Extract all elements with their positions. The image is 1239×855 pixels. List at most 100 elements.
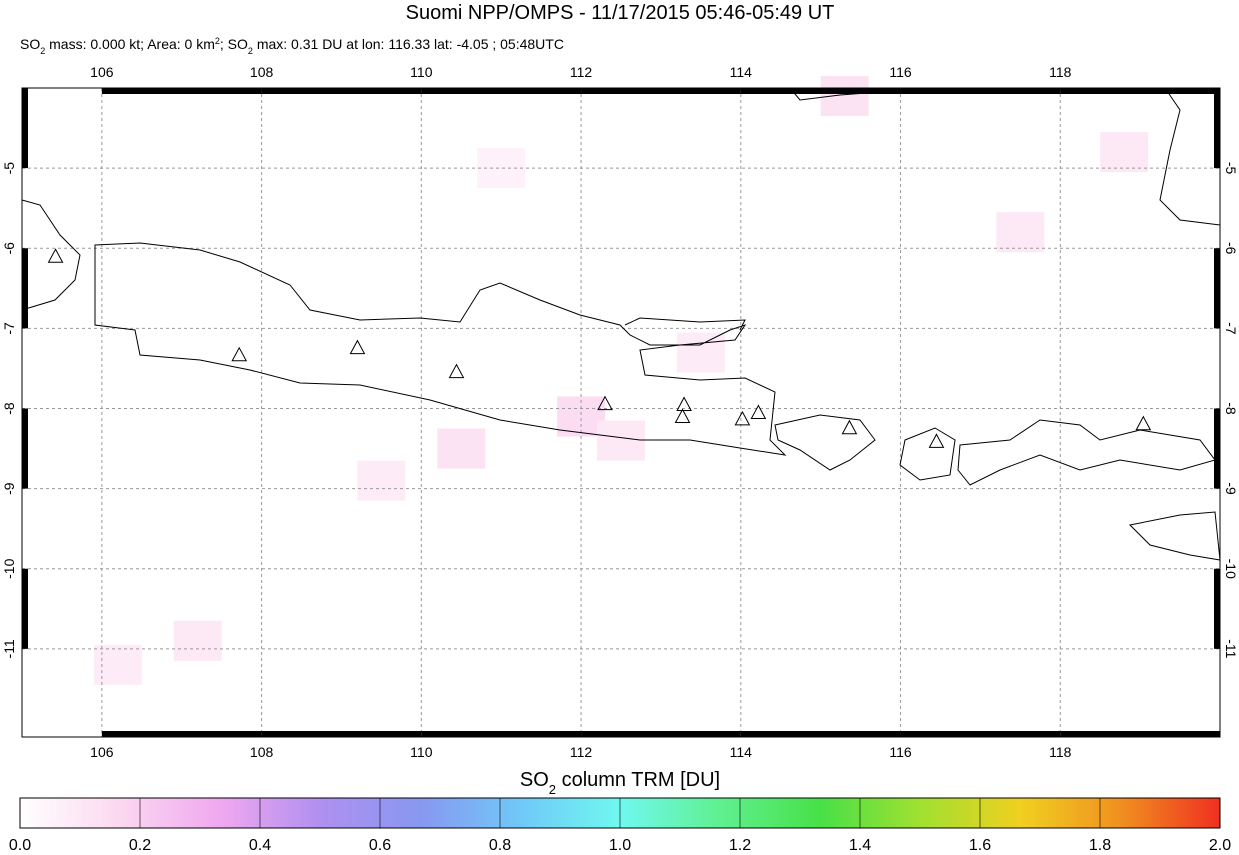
frame-bar xyxy=(581,731,741,737)
so2-cell xyxy=(1100,132,1149,173)
colorbar-tick-label: 1.2 xyxy=(729,837,751,854)
colorbar-tick-label: 1.8 xyxy=(1089,837,1111,854)
frame-bar xyxy=(261,731,422,737)
subtitle-sup: 2 xyxy=(215,36,220,46)
colorbar-tick-label: 0.4 xyxy=(249,837,271,854)
so2-cell xyxy=(996,212,1045,253)
volcano xyxy=(674,408,691,424)
frame-bar xyxy=(22,568,28,649)
volcano xyxy=(734,410,751,426)
volcano xyxy=(676,396,692,411)
y-tick-label: -11 xyxy=(1223,639,1239,658)
coastlines xyxy=(21,87,1221,561)
so2-cell xyxy=(173,620,222,661)
frame-bar xyxy=(22,88,28,169)
so2-cell xyxy=(820,75,869,117)
frame-bar xyxy=(900,88,1061,94)
so2-cell xyxy=(437,428,486,469)
volcano xyxy=(47,248,64,263)
volcano xyxy=(1135,415,1152,431)
so2-cell xyxy=(93,644,142,685)
x-tick-label: 118 xyxy=(1049,744,1072,760)
x-tick-label: 108 xyxy=(250,64,274,80)
frame-bar xyxy=(421,731,582,737)
frame-bar xyxy=(1214,248,1220,329)
colorbar-label: SO2 column TRM [DU] xyxy=(520,769,720,797)
x-tick-label: 114 xyxy=(730,744,753,760)
volcano xyxy=(231,346,248,362)
frame-bar xyxy=(1214,88,1220,169)
frame-bar xyxy=(740,731,901,737)
subtitle-sub: 2 xyxy=(40,46,45,56)
y-tick-label: -8 xyxy=(1223,402,1239,415)
colorbar-tick-label: 2.0 xyxy=(1209,837,1231,854)
bali-coast xyxy=(774,414,876,471)
x-tick-label: 110 xyxy=(410,64,433,80)
y-tick-label: -10 xyxy=(1,558,17,578)
colorbar-tick-label: 1.6 xyxy=(969,837,991,854)
colorbar-label-part: column TRM [DU] xyxy=(556,769,720,791)
colorbar-label-sub: 2 xyxy=(549,782,556,797)
grid xyxy=(22,88,1220,737)
y-tick-label: -11 xyxy=(1,639,17,658)
frame-bar xyxy=(900,731,1061,737)
volcano xyxy=(841,419,858,435)
y-tick-label: -6 xyxy=(1223,242,1239,255)
colorbar-tick-label: 0.2 xyxy=(129,837,151,854)
volcano xyxy=(349,339,366,355)
frame-bar xyxy=(581,88,741,94)
y-tick-label: -8 xyxy=(1,402,17,415)
madura-coast xyxy=(624,317,746,331)
y-tick-label: -7 xyxy=(1223,322,1239,335)
y-tick-label: -9 xyxy=(1,482,17,495)
y-tick-label: -5 xyxy=(1,162,17,175)
colorbar-tick-label: 1.0 xyxy=(609,837,631,854)
y-tick-label: -7 xyxy=(1,322,17,335)
x-tick-label: 118 xyxy=(1049,64,1072,80)
volcano xyxy=(928,433,945,448)
frame-bar xyxy=(1060,731,1220,737)
so2-cell xyxy=(676,332,725,373)
subtitle-part: ; SO xyxy=(220,36,248,52)
frame-bar xyxy=(101,731,262,737)
x-tick-label: 116 xyxy=(889,64,912,80)
so2-cell xyxy=(597,420,645,461)
colorbar-tick-label: 0.6 xyxy=(369,837,391,854)
frame-bar xyxy=(1214,568,1220,649)
subtitle-sub: 2 xyxy=(248,46,253,56)
colorbar-tick-label: 0.0 xyxy=(9,837,31,854)
frame-bar xyxy=(1214,408,1220,489)
volcano xyxy=(750,404,767,419)
so2-cells xyxy=(93,75,1149,685)
subtitle: SO2 mass: 0.000 kt; Area: 0 km2; SO2 max… xyxy=(20,36,564,56)
subtitle-part: mass: 0.000 kt; Area: 0 km xyxy=(45,36,215,52)
x-tick-label: 106 xyxy=(90,64,114,80)
colorbar-tick-label: 0.8 xyxy=(489,837,511,854)
x-tick-label: 110 xyxy=(410,744,433,760)
y-tick-label: -10 xyxy=(1223,559,1239,579)
frame-bar xyxy=(261,88,422,94)
sumatra-coast xyxy=(21,199,81,311)
map-frame xyxy=(21,87,1221,738)
frame-bar xyxy=(22,248,28,329)
x-tick-label: 106 xyxy=(90,744,114,760)
sumbawa-coast xyxy=(957,419,1216,486)
lombok-coast xyxy=(899,427,956,481)
subtitle-part: max: 0.31 DU at lon: 116.33 lat: -4.05 ;… xyxy=(253,36,564,52)
y-tick-label: -5 xyxy=(1223,162,1239,175)
volcano xyxy=(597,395,613,411)
volcano xyxy=(448,363,465,379)
sumba-coast xyxy=(1128,511,1221,561)
title: Suomi NPP/OMPS - 11/17/2015 05:46-05:49 … xyxy=(406,2,835,24)
volcanoes xyxy=(47,248,1152,448)
frame-bar xyxy=(22,408,28,489)
x-tick-label: 112 xyxy=(570,64,593,80)
x-tick-label: 108 xyxy=(250,744,274,760)
frame-bar xyxy=(1060,88,1220,94)
subtitle-part: SO xyxy=(20,36,40,52)
so2-cell xyxy=(357,460,406,501)
x-tick-label: 114 xyxy=(730,64,753,80)
frame-bar xyxy=(740,88,901,94)
y-tick-label: -6 xyxy=(1,242,17,255)
